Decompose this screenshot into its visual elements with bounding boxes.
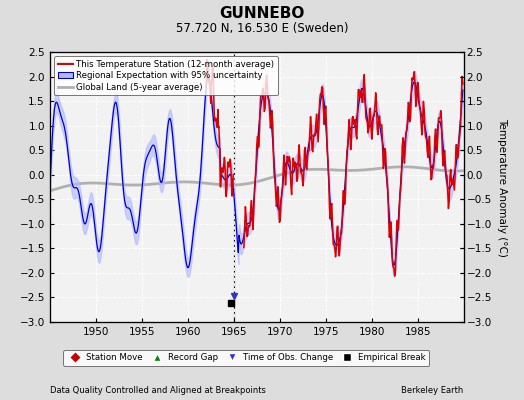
Text: 57.720 N, 16.530 E (Sweden): 57.720 N, 16.530 E (Sweden) — [176, 22, 348, 35]
Y-axis label: Temperature Anomaly (°C): Temperature Anomaly (°C) — [497, 118, 507, 256]
Text: GUNNEBO: GUNNEBO — [220, 6, 304, 21]
Text: Berkeley Earth: Berkeley Earth — [401, 386, 464, 395]
Legend: This Temperature Station (12-month average), Regional Expectation with 95% uncer: This Temperature Station (12-month avera… — [54, 56, 278, 95]
Text: Data Quality Controlled and Aligned at Breakpoints: Data Quality Controlled and Aligned at B… — [50, 386, 266, 395]
Legend: Station Move, Record Gap, Time of Obs. Change, Empirical Break: Station Move, Record Gap, Time of Obs. C… — [63, 350, 429, 366]
